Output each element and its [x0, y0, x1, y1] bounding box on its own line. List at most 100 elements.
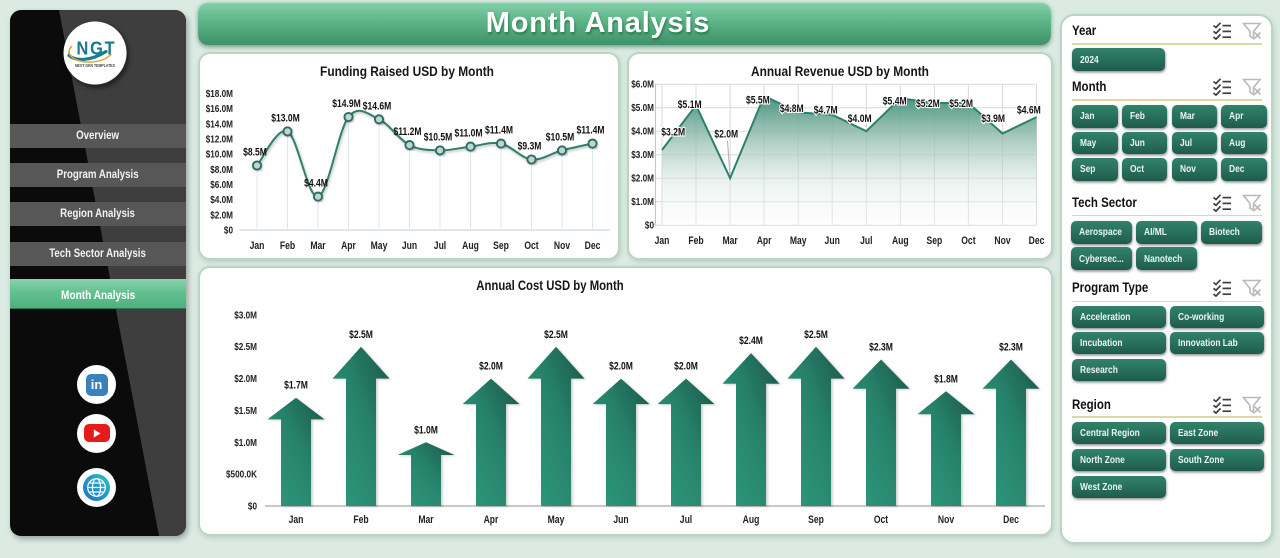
svg-text:Apr: Apr — [484, 514, 499, 526]
svg-text:$3.0M: $3.0M — [234, 309, 257, 321]
svg-text:$4.7M: $4.7M — [814, 105, 838, 117]
svg-text:Aug: Aug — [743, 514, 760, 526]
svg-text:Dec: Dec — [1003, 514, 1019, 526]
svg-text:Oct: Oct — [874, 514, 889, 526]
svg-text:$8.5M: $8.5M — [243, 147, 267, 159]
svg-text:Annual Cost USD by Month: Annual Cost USD by Month — [476, 277, 623, 293]
svg-text:Mar: Mar — [418, 514, 434, 526]
svg-text:$1.8M: $1.8M — [934, 373, 958, 385]
svg-text:Aug: Aug — [462, 240, 479, 252]
svg-text:$6.0M: $6.0M — [631, 79, 654, 91]
svg-text:$16.0M: $16.0M — [206, 103, 233, 115]
svg-text:$3.0M: $3.0M — [631, 149, 654, 161]
svg-text:Apr: Apr — [341, 240, 356, 252]
svg-text:$4.6M: $4.6M — [1017, 105, 1041, 117]
svg-text:Mar: Mar — [722, 235, 738, 247]
svg-text:Jan: Jan — [250, 240, 265, 252]
svg-text:$5.5M: $5.5M — [746, 94, 770, 106]
svg-text:Nov: Nov — [554, 240, 571, 252]
svg-text:$5.1M: $5.1M — [678, 99, 702, 111]
svg-text:$14.6M: $14.6M — [363, 100, 392, 112]
svg-text:$4.0M: $4.0M — [848, 113, 872, 125]
svg-text:$8.0M: $8.0M — [210, 164, 233, 176]
svg-text:Jun: Jun — [825, 235, 841, 247]
svg-text:$9.3M: $9.3M — [518, 141, 542, 153]
svg-text:$2.5M: $2.5M — [804, 329, 828, 341]
svg-text:Sep: Sep — [493, 240, 509, 252]
svg-text:$5.0M: $5.0M — [631, 102, 654, 114]
svg-text:Jul: Jul — [434, 240, 446, 252]
svg-text:$11.4M: $11.4M — [576, 125, 604, 137]
svg-text:Sep: Sep — [927, 235, 943, 247]
svg-text:Jan: Jan — [655, 235, 670, 247]
svg-text:May: May — [371, 240, 388, 252]
svg-text:Oct: Oct — [961, 235, 976, 247]
svg-text:$2.5M: $2.5M — [234, 341, 257, 353]
svg-text:Jan: Jan — [289, 514, 304, 526]
svg-text:Funding Raised USD by Month: Funding Raised USD by Month — [320, 63, 494, 79]
svg-text:$2.0M: $2.0M — [631, 173, 654, 185]
svg-text:$2.0M: $2.0M — [479, 361, 503, 373]
svg-text:$12.0M: $12.0M — [206, 134, 233, 146]
svg-text:$10.0M: $10.0M — [206, 149, 233, 161]
svg-text:Feb: Feb — [688, 235, 704, 247]
svg-text:$4.4M: $4.4M — [304, 178, 328, 190]
svg-text:$1.7M: $1.7M — [284, 380, 308, 392]
svg-text:$5.2M: $5.2M — [949, 98, 973, 110]
svg-text:$11.2M: $11.2M — [393, 126, 421, 138]
svg-text:$2.5M: $2.5M — [544, 329, 568, 341]
svg-text:$2.3M: $2.3M — [869, 342, 893, 354]
svg-text:$4.0M: $4.0M — [210, 194, 233, 206]
svg-text:$2.0M: $2.0M — [210, 209, 233, 221]
svg-text:May: May — [548, 514, 565, 526]
svg-text:$4.8M: $4.8M — [780, 103, 804, 115]
svg-text:Feb: Feb — [280, 240, 296, 252]
svg-text:$3.9M: $3.9M — [981, 113, 1005, 125]
svg-text:$14.0M: $14.0M — [206, 118, 233, 130]
svg-text:$2.0M: $2.0M — [674, 361, 698, 373]
svg-text:NEXT GEN TEMPLATES: NEXT GEN TEMPLATES — [75, 63, 115, 68]
svg-text:$11.4M: $11.4M — [485, 125, 513, 137]
svg-text:$11.0M: $11.0M — [454, 128, 482, 140]
svg-text:Sep: Sep — [808, 514, 824, 526]
svg-text:Aug: Aug — [892, 235, 909, 247]
svg-text:Jun: Jun — [402, 240, 418, 252]
svg-text:$0: $0 — [248, 501, 257, 513]
svg-text:Apr: Apr — [757, 235, 772, 247]
svg-text:$2.4M: $2.4M — [739, 335, 763, 347]
svg-text:$4.0M: $4.0M — [631, 126, 654, 138]
svg-text:$5.4M: $5.4M — [883, 96, 907, 108]
svg-text:Dec: Dec — [585, 240, 601, 252]
svg-text:$2.5M: $2.5M — [349, 329, 373, 341]
svg-text:$3.2M: $3.2M — [661, 126, 685, 138]
svg-text:$10.5M: $10.5M — [546, 131, 575, 143]
svg-text:$5.2M: $5.2M — [916, 98, 940, 110]
svg-text:$6.0M: $6.0M — [210, 179, 233, 191]
svg-text:$0: $0 — [224, 225, 233, 237]
svg-text:Annual Revenue USD by Month: Annual Revenue USD by Month — [751, 63, 929, 79]
svg-text:$500.0K: $500.0K — [226, 469, 257, 481]
svg-text:Jul: Jul — [680, 514, 692, 526]
svg-text:$18.0M: $18.0M — [206, 88, 233, 100]
svg-text:$0: $0 — [645, 220, 654, 232]
svg-text:$14.9M: $14.9M — [332, 98, 361, 110]
svg-text:$2.0M: $2.0M — [609, 361, 633, 373]
svg-text:Nov: Nov — [938, 514, 955, 526]
svg-text:$1.0M: $1.0M — [414, 424, 438, 436]
svg-text:$1.0M: $1.0M — [234, 437, 257, 449]
svg-text:$2.3M: $2.3M — [999, 342, 1023, 354]
svg-text:Mar: Mar — [310, 240, 326, 252]
svg-text:$2.0M: $2.0M — [234, 373, 257, 385]
svg-text:Dec: Dec — [1029, 235, 1045, 247]
svg-text:Feb: Feb — [353, 514, 369, 526]
svg-text:$10.5M: $10.5M — [424, 131, 453, 143]
svg-text:Oct: Oct — [524, 240, 539, 252]
svg-text:$1.5M: $1.5M — [234, 405, 257, 417]
svg-text:$13.0M: $13.0M — [271, 112, 300, 124]
svg-text:Jul: Jul — [860, 235, 872, 247]
svg-text:Jun: Jun — [613, 514, 629, 526]
svg-text:May: May — [790, 235, 807, 247]
svg-text:Nov: Nov — [994, 235, 1011, 247]
svg-text:$1.0M: $1.0M — [631, 196, 654, 208]
svg-text:$2.0M: $2.0M — [714, 129, 738, 141]
